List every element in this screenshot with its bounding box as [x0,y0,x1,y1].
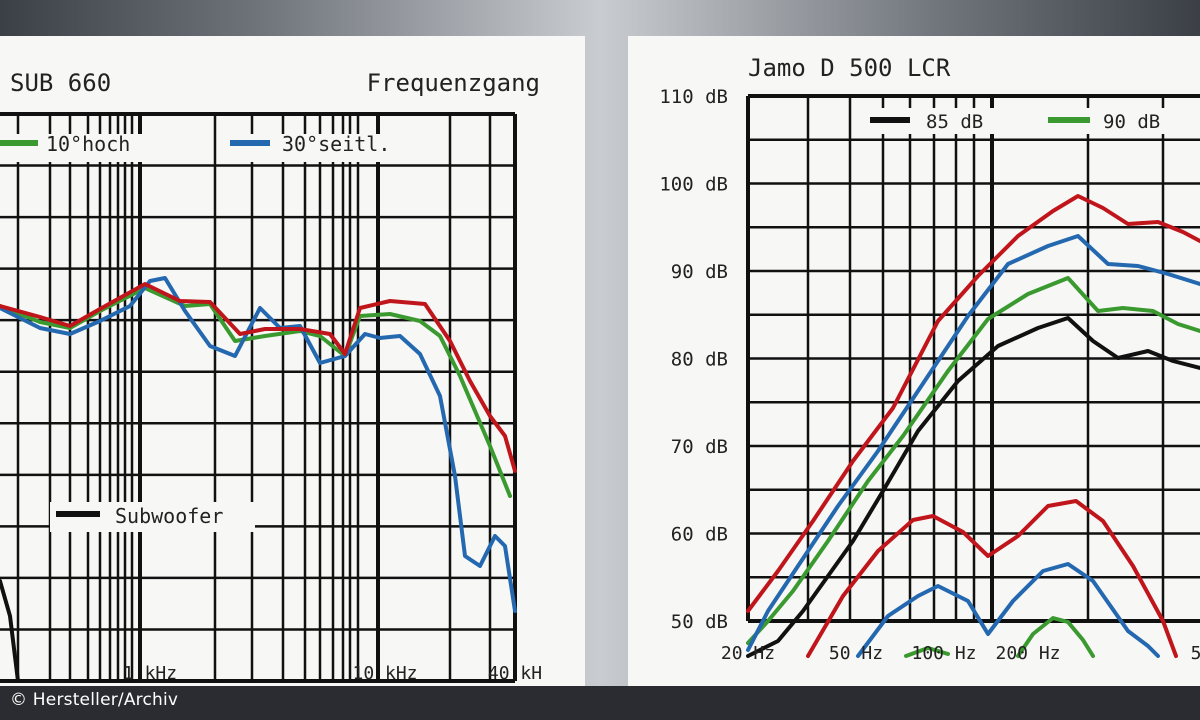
series-line-blue2 [856,562,1160,658]
chart-panel-left: SUB 660 Frequenzgang 10°hoch 30°seitl. Subwo… [0,36,585,686]
photo-credit: © Hersteller/Archiv [10,690,179,710]
series-line-subwoofer [0,579,20,683]
series-line-red2 [806,499,1178,658]
y-tick-label: 60 dB [671,524,728,546]
y-tick-label: 80 dB [671,349,728,371]
y-tick-label: 100 dB [659,174,728,196]
legend-bg [222,134,432,162]
series-line-90db [746,276,1200,645]
legend-label-subwoofer: Subwoofer [115,504,223,528]
chart-panel-right: Jamo D 500 LCR 110 dB 100 dB 90 dB 80 dB 70 d… [628,36,1200,686]
x-tick-label: 100 Hz [911,643,976,664]
series-line-green2 [904,646,950,658]
y-tick-label: 110 dB [659,86,728,108]
series-line-85db [746,316,1200,658]
footer-bar [0,686,1200,720]
x-tick-label: 20 Hz [721,643,775,664]
x-tick-label: 40 kH [488,663,542,684]
series-line-red [746,194,1200,613]
chart-sub660: SUB 660 Frequenzgang 10°hoch 30°seitl. Subwo… [0,36,585,686]
x-tick-label: 50 Hz [829,643,883,664]
x-tick-label: 10 kHz [352,663,417,684]
series-line-30seitl [0,276,517,613]
y-tick-label: 90 dB [671,261,728,283]
chart-title-right-panel: Jamo D 500 LCR [748,54,951,82]
legend-label-85-db: 85 dB [926,111,983,133]
y-tick-label: 70 dB [671,436,728,458]
x-tick-label: 1 kHz [123,663,177,684]
legend-label-30-seitl: 30°seitl. [282,132,390,156]
chart-title-right: Frequenzgang [367,69,540,97]
chart-title-left: SUB 660 [10,69,111,97]
series-line-blue [746,234,1200,652]
series-line-red [0,282,517,473]
legend-bg [0,134,180,162]
y-tick-label: 50 dB [671,611,728,633]
x-tick-label: 200 Hz [995,643,1060,664]
legend-label-10-hoch: 10°hoch [46,132,130,156]
series-line-green3 [1016,616,1095,658]
chart-jamo-d500: Jamo D 500 LCR 110 dB 100 dB 90 dB 80 dB 70 d… [628,36,1200,686]
x-tick-label: 5 [1191,643,1200,664]
legend-label-90-db: 90 dB [1103,111,1160,133]
legend-bg [863,108,1178,134]
